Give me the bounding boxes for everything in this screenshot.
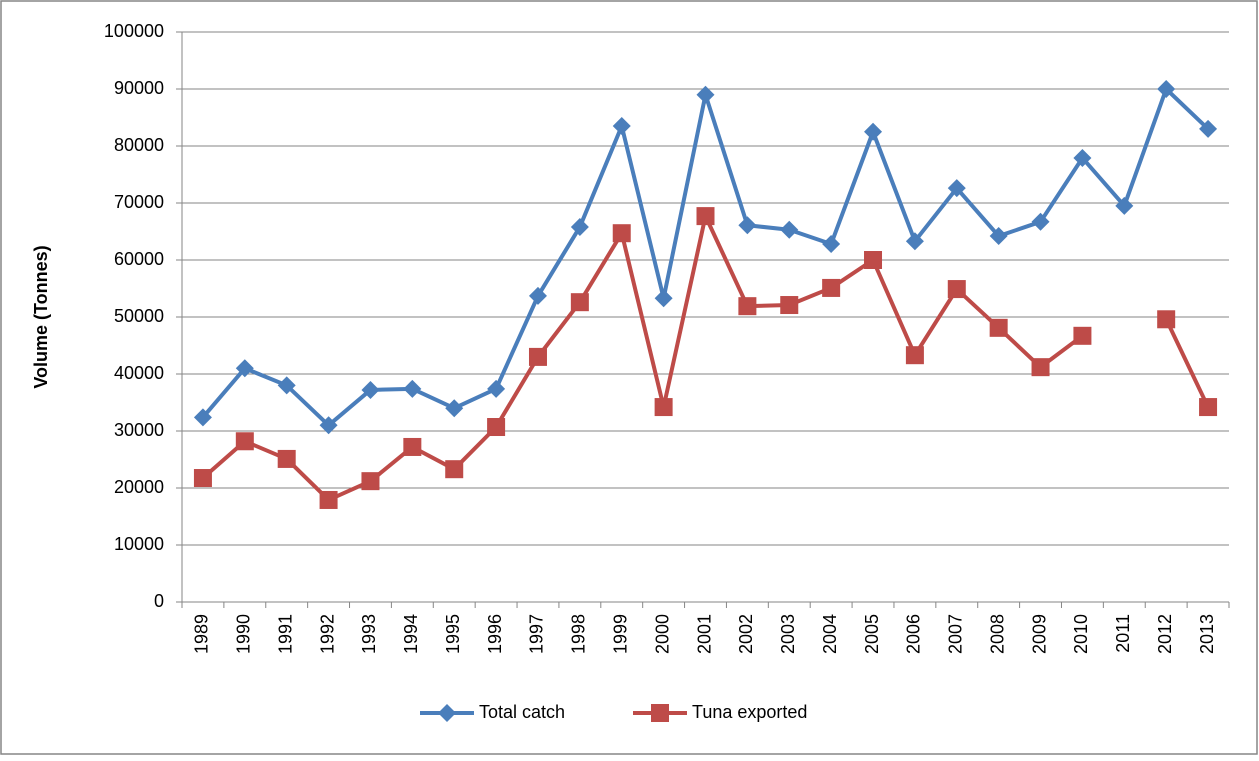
data-point: [235, 432, 254, 451]
data-point: [1157, 310, 1176, 329]
data-point: [738, 297, 757, 316]
x-tick-label: 2010: [1071, 614, 1091, 654]
data-point: [487, 418, 506, 437]
x-tick-label: 2004: [820, 614, 840, 654]
data-point: [696, 85, 715, 104]
data-point: [696, 207, 715, 226]
data-point: [654, 289, 673, 308]
data-point: [822, 278, 841, 297]
data-point: [1199, 398, 1218, 417]
data-point: [277, 376, 296, 395]
y-tick-label: 40000: [114, 363, 164, 383]
legend-label: Tuna exported: [692, 702, 807, 722]
data-point: [193, 408, 212, 427]
data-point: [235, 359, 254, 378]
data-point: [487, 379, 506, 398]
data-point: [1115, 196, 1134, 215]
data-point: [989, 318, 1008, 337]
series-line: [201, 214, 1210, 502]
x-tick-label: 1998: [569, 614, 589, 654]
y-tick-label: 80000: [114, 135, 164, 155]
x-tick-label: 2001: [694, 614, 714, 654]
x-tick-label: 1990: [234, 614, 254, 654]
x-tick-label: 2000: [652, 614, 672, 654]
data-point: [947, 280, 966, 299]
data-point: [989, 227, 1008, 246]
data-point: [780, 296, 799, 315]
x-tick-label: 1995: [443, 614, 463, 654]
x-tick-label: 1996: [485, 614, 505, 654]
legend-marker: [438, 704, 456, 722]
data-point: [738, 216, 757, 235]
x-tick-label: 2002: [736, 614, 756, 654]
y-tick-label: 70000: [114, 192, 164, 212]
x-tick-label: 2008: [987, 614, 1007, 654]
data-point: [445, 399, 464, 418]
data-point: [570, 217, 589, 236]
data-point: [822, 235, 841, 254]
data-point: [1073, 326, 1092, 345]
data-point: [905, 232, 924, 251]
data-point: [1073, 148, 1092, 167]
x-tick-label: 1989: [192, 614, 212, 654]
data-point: [403, 379, 422, 398]
y-axis-label: Volume (Tonnes): [31, 245, 51, 388]
data-point: [1031, 358, 1050, 377]
x-tick-label: 1993: [359, 614, 379, 654]
data-point: [528, 286, 547, 305]
y-tick-label: 100000: [104, 21, 164, 41]
data-point: [319, 490, 338, 509]
data-point: [947, 179, 966, 198]
x-tick-label: 1997: [527, 614, 547, 654]
x-tick-label: 2007: [946, 614, 966, 654]
data-point: [445, 460, 464, 479]
y-tick-label: 20000: [114, 477, 164, 497]
data-point: [361, 472, 380, 491]
x-tick-label: 2005: [862, 614, 882, 654]
data-point: [864, 122, 883, 141]
x-tick-label: 2006: [904, 614, 924, 654]
y-tick-label: 10000: [114, 534, 164, 554]
x-tick-label: 1994: [401, 614, 421, 654]
data-point: [864, 251, 883, 269]
data-point: [361, 380, 380, 399]
y-tick-label: 0: [154, 591, 164, 611]
x-tick-label: 1992: [317, 614, 337, 654]
data-point: [1199, 119, 1218, 138]
data-point: [528, 347, 547, 366]
y-tick-label: 30000: [114, 420, 164, 440]
x-tick-label: 2011: [1113, 614, 1133, 653]
y-tick-label: 60000: [114, 249, 164, 269]
data-point: [612, 117, 631, 136]
legend-marker: [651, 704, 669, 722]
x-tick-label: 2012: [1155, 614, 1175, 654]
x-tick-label: 2003: [778, 614, 798, 654]
legend-label: Total catch: [479, 702, 565, 722]
data-point: [780, 220, 799, 239]
x-tick-label: 2013: [1197, 614, 1217, 654]
data-point: [1157, 80, 1176, 98]
data-point: [570, 293, 589, 312]
data-point: [1031, 212, 1050, 231]
data-point: [905, 346, 924, 365]
data-point: [403, 437, 422, 456]
x-tick-label: 2009: [1029, 614, 1049, 654]
data-point: [612, 224, 631, 243]
y-tick-label: 50000: [114, 306, 164, 326]
data-point: [277, 449, 296, 468]
data-point: [654, 398, 673, 417]
x-tick-label: 1991: [275, 614, 295, 654]
y-tick-label: 90000: [114, 78, 164, 98]
data-point: [193, 469, 212, 488]
x-tick-label: 1999: [610, 614, 630, 654]
data-point: [319, 416, 338, 435]
